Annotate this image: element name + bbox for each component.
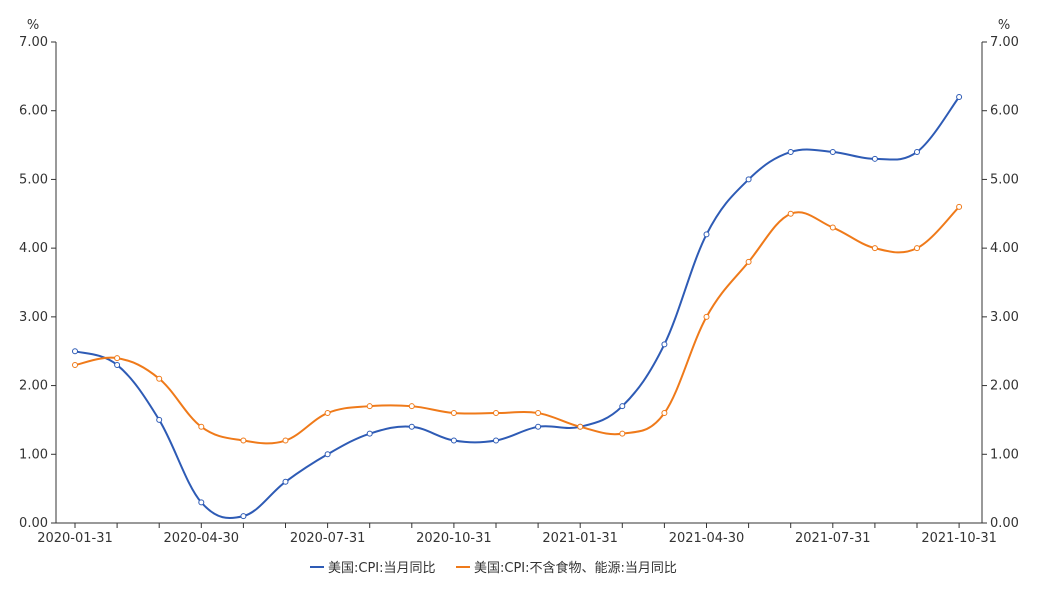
y-tick-label-left: 3.00 — [19, 310, 48, 325]
series-1-point — [787, 148, 794, 155]
x-tick-label: 2021-01-31 — [542, 531, 618, 546]
series-2-point — [366, 403, 373, 410]
x-tick-label: 2020-04-30 — [164, 531, 240, 546]
series-2-line — [74, 206, 960, 445]
series-group — [72, 93, 963, 520]
series-1-point — [366, 430, 373, 437]
series-1-point — [282, 478, 289, 485]
series-2-point — [787, 210, 794, 217]
y-tick-label-left: 5.00 — [19, 172, 48, 187]
series-2 — [72, 203, 963, 445]
series-1-point — [914, 148, 920, 155]
series-2-point — [619, 430, 626, 437]
y-tick-label-right: 2.00 — [990, 379, 1019, 394]
series-1-point — [324, 451, 331, 458]
series-1-point — [661, 341, 668, 348]
series-2-point — [324, 410, 331, 417]
series-1-point — [703, 231, 710, 238]
x-tick-label: 2020-10-31 — [416, 531, 492, 546]
legend-label-2: 美国:CPI:不含食物、能源:当月同比 — [474, 560, 677, 576]
series-1-point — [829, 148, 836, 155]
series-2-point — [829, 224, 836, 231]
series-1-point — [619, 403, 626, 410]
series-2-point — [408, 403, 415, 410]
series-2-point — [282, 437, 289, 444]
series-1-point — [408, 423, 415, 430]
series-1-point — [535, 423, 542, 430]
series-2-point — [198, 423, 205, 430]
series-1-point — [745, 176, 752, 183]
series-2-point — [577, 423, 584, 430]
y-axis-left-unit: % — [27, 18, 39, 33]
x-tick-label: 2021-07-31 — [795, 531, 871, 546]
y-tick-label-left: 6.00 — [19, 104, 48, 119]
y-tick-label-left: 2.00 — [19, 379, 48, 394]
series-2-point — [703, 313, 710, 320]
series-1-point — [956, 93, 963, 100]
series-2-point — [956, 203, 963, 210]
legend: 美国:CPI:当月同比 美国:CPI:不含食物、能源:当月同比 — [310, 560, 677, 576]
series-2-point — [156, 375, 163, 382]
series-2-point — [72, 361, 78, 368]
series-2-point — [493, 410, 499, 417]
series-1-point — [72, 348, 78, 355]
series-1-point — [871, 155, 878, 162]
series-1-line — [74, 96, 960, 519]
series-1-point — [493, 437, 499, 444]
y-tick-label-right: 6.00 — [990, 104, 1019, 119]
series-1-point — [198, 499, 205, 506]
series-2-point — [535, 410, 542, 417]
y-tick-label-right: 3.00 — [990, 310, 1019, 325]
series-2-point — [661, 410, 668, 417]
series-1-point — [156, 416, 163, 423]
y-tick-label-right: 1.00 — [990, 447, 1019, 462]
x-tick-label: 2021-10-31 — [921, 531, 997, 546]
y-tick-label-right: 4.00 — [990, 241, 1019, 256]
series-1 — [72, 93, 963, 520]
y-tick-label-right: 7.00 — [990, 35, 1019, 50]
series-1-point — [114, 361, 121, 368]
y-tick-label-left: 7.00 — [19, 35, 48, 50]
series-1-point — [450, 437, 457, 444]
y-tick-label-left: 1.00 — [19, 447, 48, 462]
series-2-point — [914, 245, 920, 252]
series-2-point — [450, 410, 457, 417]
series-1-point — [240, 513, 247, 520]
series-2-point — [240, 437, 247, 444]
x-tick-label: 2021-04-30 — [669, 531, 745, 546]
y-tick-label-right: 0.00 — [990, 516, 1019, 531]
series-2-point — [745, 258, 752, 265]
x-tick-label: 2020-07-31 — [290, 531, 366, 546]
series-2-point — [871, 245, 878, 252]
series-2-point — [114, 355, 121, 362]
axes-group: 0.00 0.00 1.00 1.00 2.00 2.00 3.00 3.00 4.00 4.00… — [19, 18, 1019, 546]
x-tick-label: 2020-01-31 — [37, 531, 113, 546]
legend-label-1: 美国:CPI:当月同比 — [328, 561, 436, 576]
y-tick-label-left: 0.00 — [19, 516, 48, 531]
y-tick-label-right: 5.00 — [990, 172, 1019, 187]
y-axis-right-unit: % — [998, 18, 1010, 33]
y-tick-label-left: 4.00 — [19, 241, 48, 256]
